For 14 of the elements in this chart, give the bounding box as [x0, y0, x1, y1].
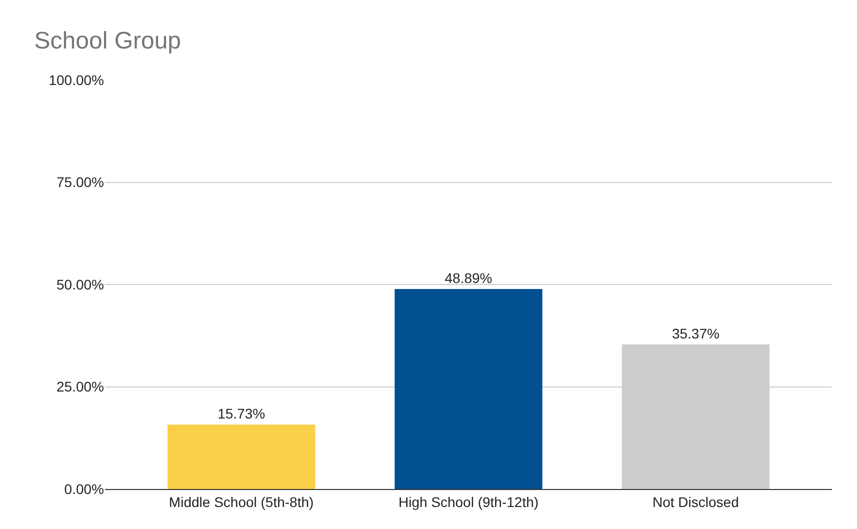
x-tick-label: Middle School (5th-8th): [168, 494, 314, 510]
data-label: 35.37%: [672, 325, 720, 342]
x-tick-label: Not Disclosed: [652, 494, 739, 510]
chart-title: School Group: [34, 28, 182, 55]
bar: [167, 424, 316, 489]
y-tick-label: 25.00%: [56, 378, 104, 395]
data-label: 48.89%: [444, 270, 492, 286]
y-tick-label: 75.00%: [56, 174, 104, 190]
bar: [394, 289, 542, 489]
data-label: 15.73%: [218, 406, 266, 422]
y-tick-label: 0.00%: [64, 480, 104, 497]
y-tick-label: 50.00%: [56, 276, 104, 292]
x-tick-label: High School (9th-12th): [398, 494, 539, 510]
y-tick-label: 100.00%: [48, 72, 104, 88]
